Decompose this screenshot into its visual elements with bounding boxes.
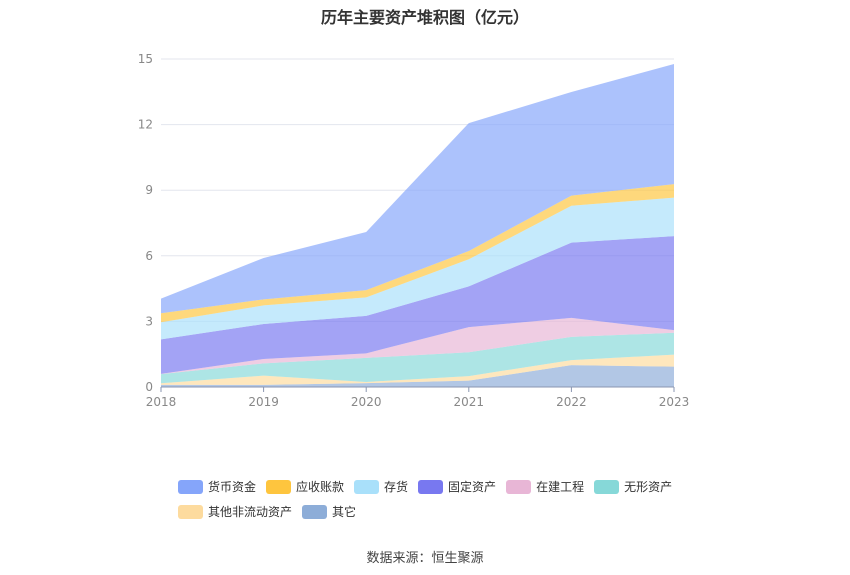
legend-swatch [302,504,328,519]
legend-label: 存货 [384,480,409,494]
chart-legend: 货币资金 应收账款 存货 固定资产 在建工程 无形资产其他非流动资产 其它 [178,474,698,524]
x-tick-label: 2021 [454,395,485,409]
chart-plot: 0 3 6 9 12 15 2018 2019 2020 2021 2022 2023 [138,52,690,409]
area-应收账款 [161,184,674,323]
legend-swatch [594,479,620,494]
legend-swatch [418,479,444,494]
area-其它 [161,365,674,387]
area-货币资金 [161,64,674,314]
legend-item[interactable]: 无形资产 [594,478,672,495]
area-无形资产 [161,332,674,384]
area-存货 [161,197,674,340]
y-tick-label: 15 [138,52,153,66]
legend-item[interactable]: 其他非流动资产 [178,503,292,520]
y-tick-label: 6 [145,249,153,263]
legend-swatch [178,479,203,494]
chart-title: 历年主要资产堆积图（亿元） [320,8,529,27]
data-source: 数据来源：恒生聚源 [366,551,484,566]
legend-row: 其他非流动资产 其它 [178,499,698,524]
legend-swatch [506,479,532,494]
x-tick-label: 2020 [351,395,382,409]
area-其他非流动资产 [161,354,674,385]
legend-swatch [354,479,380,494]
legend-swatch [178,504,203,519]
y-tick-label: 9 [145,183,153,197]
legend-label: 其他非流动资产 [208,505,293,519]
legend-label: 其它 [332,505,357,519]
legend-swatch [266,479,292,494]
area-在建工程 [161,317,674,375]
legend-item[interactable]: 固定资产 [418,478,496,495]
legend-item[interactable]: 货币资金 [178,478,256,495]
legend-item[interactable]: 存货 [354,478,408,495]
legend-label: 无形资产 [624,480,673,494]
x-tick-label: 2022 [556,395,587,409]
legend-row: 货币资金 应收账款 存货 固定资产 在建工程 无形资产 [178,474,698,499]
legend-label: 在建工程 [536,480,585,494]
area-固定资产 [161,236,674,374]
x-tick-label: 2018 [146,395,177,409]
y-tick-label: 12 [138,118,153,132]
legend-item[interactable]: 应收账款 [266,478,344,495]
x-tick-label: 2019 [248,395,279,409]
y-tick-label: 0 [145,380,153,394]
legend-item[interactable]: 在建工程 [506,478,584,495]
legend-label: 固定资产 [448,480,497,494]
legend-label: 应收账款 [296,480,345,494]
legend-item[interactable]: 其它 [302,503,356,520]
legend-label: 货币资金 [208,480,257,494]
y-tick-label: 3 [145,314,153,328]
x-tick-label: 2023 [659,395,690,409]
